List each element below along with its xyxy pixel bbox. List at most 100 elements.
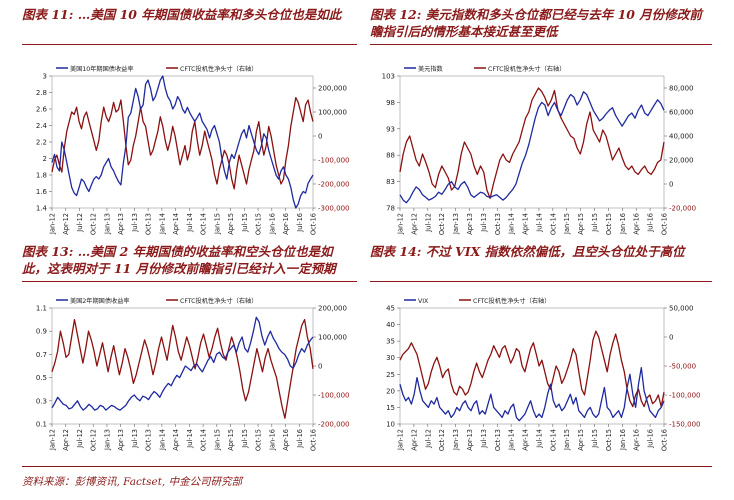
y-right-tick-label: -100,000 [318,392,349,400]
legend: 美国10年期国债收益率 CFTC投机性净头寸（右轴） [56,65,257,73]
x-tick-label: Oct-15 [605,213,613,235]
legend: VIX CFTC投机性净头寸（右轴） [404,297,550,305]
y-right-tick-label: 200,000 [318,85,347,93]
x-tick-label: Oct-12 [90,213,98,235]
x-tick-label: Jan-15 [563,213,571,235]
x-tick-label: Apr-15 [577,213,585,235]
y-left-tick-label: 1.4 [36,205,48,213]
x-tick-label: Jul-13 [480,429,488,449]
x-tick-label: Apr-14 [522,429,530,451]
source-note: 资料来源：彭博资讯, Factset, 中金公司研究部 [22,476,243,488]
legend-label: CFTC投机性净头寸（右轴） [180,65,257,73]
y-right-tick-label: -200,000 [318,181,349,189]
x-tick-label: Jul-16 [647,429,655,449]
y-left-tick-label: 15 [386,404,395,412]
legend-label: CFTC投机性净头寸（右轴） [473,297,550,305]
y-right-tick-label: 0 [669,181,673,189]
y-left-tick-label: 20 [386,387,395,395]
x-tick-label: Oct-14 [549,213,557,235]
x-tick-label: Jan-15 [563,429,571,451]
chart-13-svg: 美国2年期国债收益率 CFTC投机性净头寸（右轴） 0.1 0.3 0.5 0.7 0.9 1… [36,297,350,451]
y-right-tick-label: 0 [669,334,673,342]
x-tick-label: Apr-12 [410,213,418,235]
y-left-tick-label: 1.8 [36,172,47,180]
series-line-right [51,318,314,419]
legend-label: 美国2年期国债收益率 [70,297,130,305]
y-right-tick-label: 100,000 [318,109,347,117]
y-left-tick-label: 0.3 [36,397,47,405]
y-right-tick-label: 100,000 [318,334,347,342]
x-tick-label: Apr-15 [227,429,235,451]
x-tick-label: Apr-16 [633,213,641,235]
x-tick-label: Jan-16 [268,429,276,451]
y-left-tick-label: 3 [43,73,47,81]
y-left-tick-label: 88 [386,152,395,160]
y-left-tick-label: 25 [386,371,395,379]
y-left-tick-label: 35 [386,338,395,346]
x-tick-label: Apr-16 [282,213,290,235]
chart-title-1: 图表 11: …美国 10 年期国债收益率和多头仓位也是如此 [22,7,342,22]
x-tick-label: Jul-14 [535,213,543,233]
y-left-tick-label: 0.1 [36,421,47,429]
x-tick-label: Oct-14 [200,213,208,235]
x-tick-label: Jan-14 [158,429,166,451]
x-tick-label: Oct-15 [255,213,263,235]
x-tick-label: Jul-16 [296,429,304,449]
legend-label: CFTC投机性净头寸（右轴） [180,297,257,305]
x-tick-label: Jan-12 [49,429,57,451]
y-left-tick-label: 1.6 [36,188,48,196]
y-left-tick-label: 2.2 [36,139,47,147]
x-tick-label: Jan-12 [397,213,405,235]
chart-14-svg: VIX CFTC投机性净头寸（右轴） 10 15 20 25 30 35 40 45 50,000 0… [386,297,700,451]
legend: 美元指数 CFTC投机性净头寸（右轴） [404,65,565,73]
x-tick-label: Jul-15 [591,213,599,233]
y-right-tick-label: 40,000 [669,133,694,141]
x-tick-label: Oct-13 [494,213,502,235]
x-tick-label: Jan-14 [158,213,166,235]
y-right-tick-label: 50,000 [669,305,694,313]
series-line-left [399,91,665,204]
y-left-tick-label: 10 [386,421,395,429]
y-left-tick-label: 78 [386,205,395,213]
x-tick-label: Apr-15 [227,213,235,235]
y-left-tick-label: 2.4 [36,122,48,130]
x-tick-label: Apr-13 [466,429,474,451]
x-tick-label: Apr-12 [410,429,418,451]
x-tick-label: Jul-12 [424,213,432,233]
x-tick-label: Oct-16 [310,429,318,451]
x-tick-label: Jul-14 [186,429,194,449]
x-tick-label: Jul-12 [424,429,432,449]
x-tick-label: Jan-16 [619,429,627,451]
x-tick-label: Oct-15 [605,429,613,451]
chart-title-4: 图表 14: 不过 VIX 指数依然偏低，且空头仓位处于高位 [370,244,685,259]
x-tick-label: Jan-13 [452,213,460,235]
x-tick-label: Oct-16 [661,429,669,451]
x-tick-label: Apr-13 [466,213,474,235]
x-tick-label: Apr-14 [522,213,530,235]
x-tick-label: Oct-13 [145,213,153,235]
x-tick-label: Oct-16 [661,213,669,235]
title-rule-3 [22,281,357,282]
y-left-tick-label: 103 [382,73,395,81]
y-left-tick-label: 2 [43,155,47,163]
y-right-tick-label: 0 [318,363,322,371]
x-tick-label: Jan-16 [268,213,276,235]
legend-label: CFTC投机性净头寸（右轴） [488,65,565,73]
y-right-tick-label: 80,000 [669,85,694,93]
y-right-tick-label: -200,000 [318,421,349,429]
y-left-tick-label: 0.7 [36,351,47,359]
x-tick-label: Oct-12 [438,213,446,235]
x-tick-label: Oct-12 [438,429,446,451]
y-right-tick-label: 20,000 [669,157,694,165]
y-left-tick-label: 93 [386,125,395,133]
y-right-tick-label: 200,000 [318,305,347,313]
x-tick-label: Apr-14 [172,213,180,235]
chart-11-svg: 美国10年期国债收益率 CFTC投机性净头寸（右轴） 1.4 1.6 1.8 2 2.2 2.… [36,65,350,235]
y-right-tick-label: 0 [318,133,322,141]
series-line-left [399,367,665,422]
title-rule-4 [370,281,712,282]
x-tick-label: Jan-14 [508,429,516,451]
plot-frame [399,75,665,209]
series-line-right [399,87,665,200]
x-tick-label: Oct-13 [145,429,153,451]
